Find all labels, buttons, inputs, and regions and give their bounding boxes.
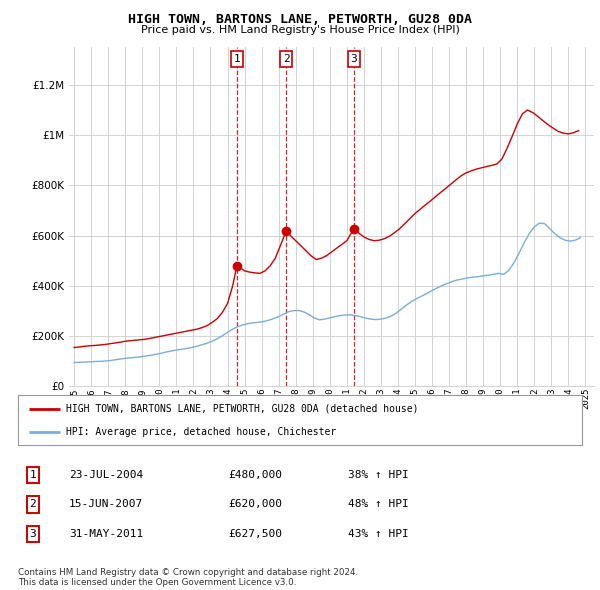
Text: 3: 3 (29, 529, 37, 539)
Text: £480,000: £480,000 (228, 470, 282, 480)
Text: Contains HM Land Registry data © Crown copyright and database right 2024.
This d: Contains HM Land Registry data © Crown c… (18, 568, 358, 587)
Text: HIGH TOWN, BARTONS LANE, PETWORTH, GU28 0DA: HIGH TOWN, BARTONS LANE, PETWORTH, GU28 … (128, 13, 472, 26)
Text: £627,500: £627,500 (228, 529, 282, 539)
Text: £620,000: £620,000 (228, 500, 282, 509)
Text: 2: 2 (29, 500, 37, 509)
Text: 3: 3 (350, 54, 357, 64)
Text: 2: 2 (283, 54, 290, 64)
Text: 43% ↑ HPI: 43% ↑ HPI (348, 529, 409, 539)
Text: Price paid vs. HM Land Registry's House Price Index (HPI): Price paid vs. HM Land Registry's House … (140, 25, 460, 35)
Text: HPI: Average price, detached house, Chichester: HPI: Average price, detached house, Chic… (66, 427, 336, 437)
Text: 15-JUN-2007: 15-JUN-2007 (69, 500, 143, 509)
Text: 48% ↑ HPI: 48% ↑ HPI (348, 500, 409, 509)
Text: 1: 1 (29, 470, 37, 480)
Text: 31-MAY-2011: 31-MAY-2011 (69, 529, 143, 539)
Text: 1: 1 (233, 54, 240, 64)
Text: HIGH TOWN, BARTONS LANE, PETWORTH, GU28 0DA (detached house): HIGH TOWN, BARTONS LANE, PETWORTH, GU28 … (66, 404, 418, 414)
Text: 23-JUL-2004: 23-JUL-2004 (69, 470, 143, 480)
Text: 38% ↑ HPI: 38% ↑ HPI (348, 470, 409, 480)
